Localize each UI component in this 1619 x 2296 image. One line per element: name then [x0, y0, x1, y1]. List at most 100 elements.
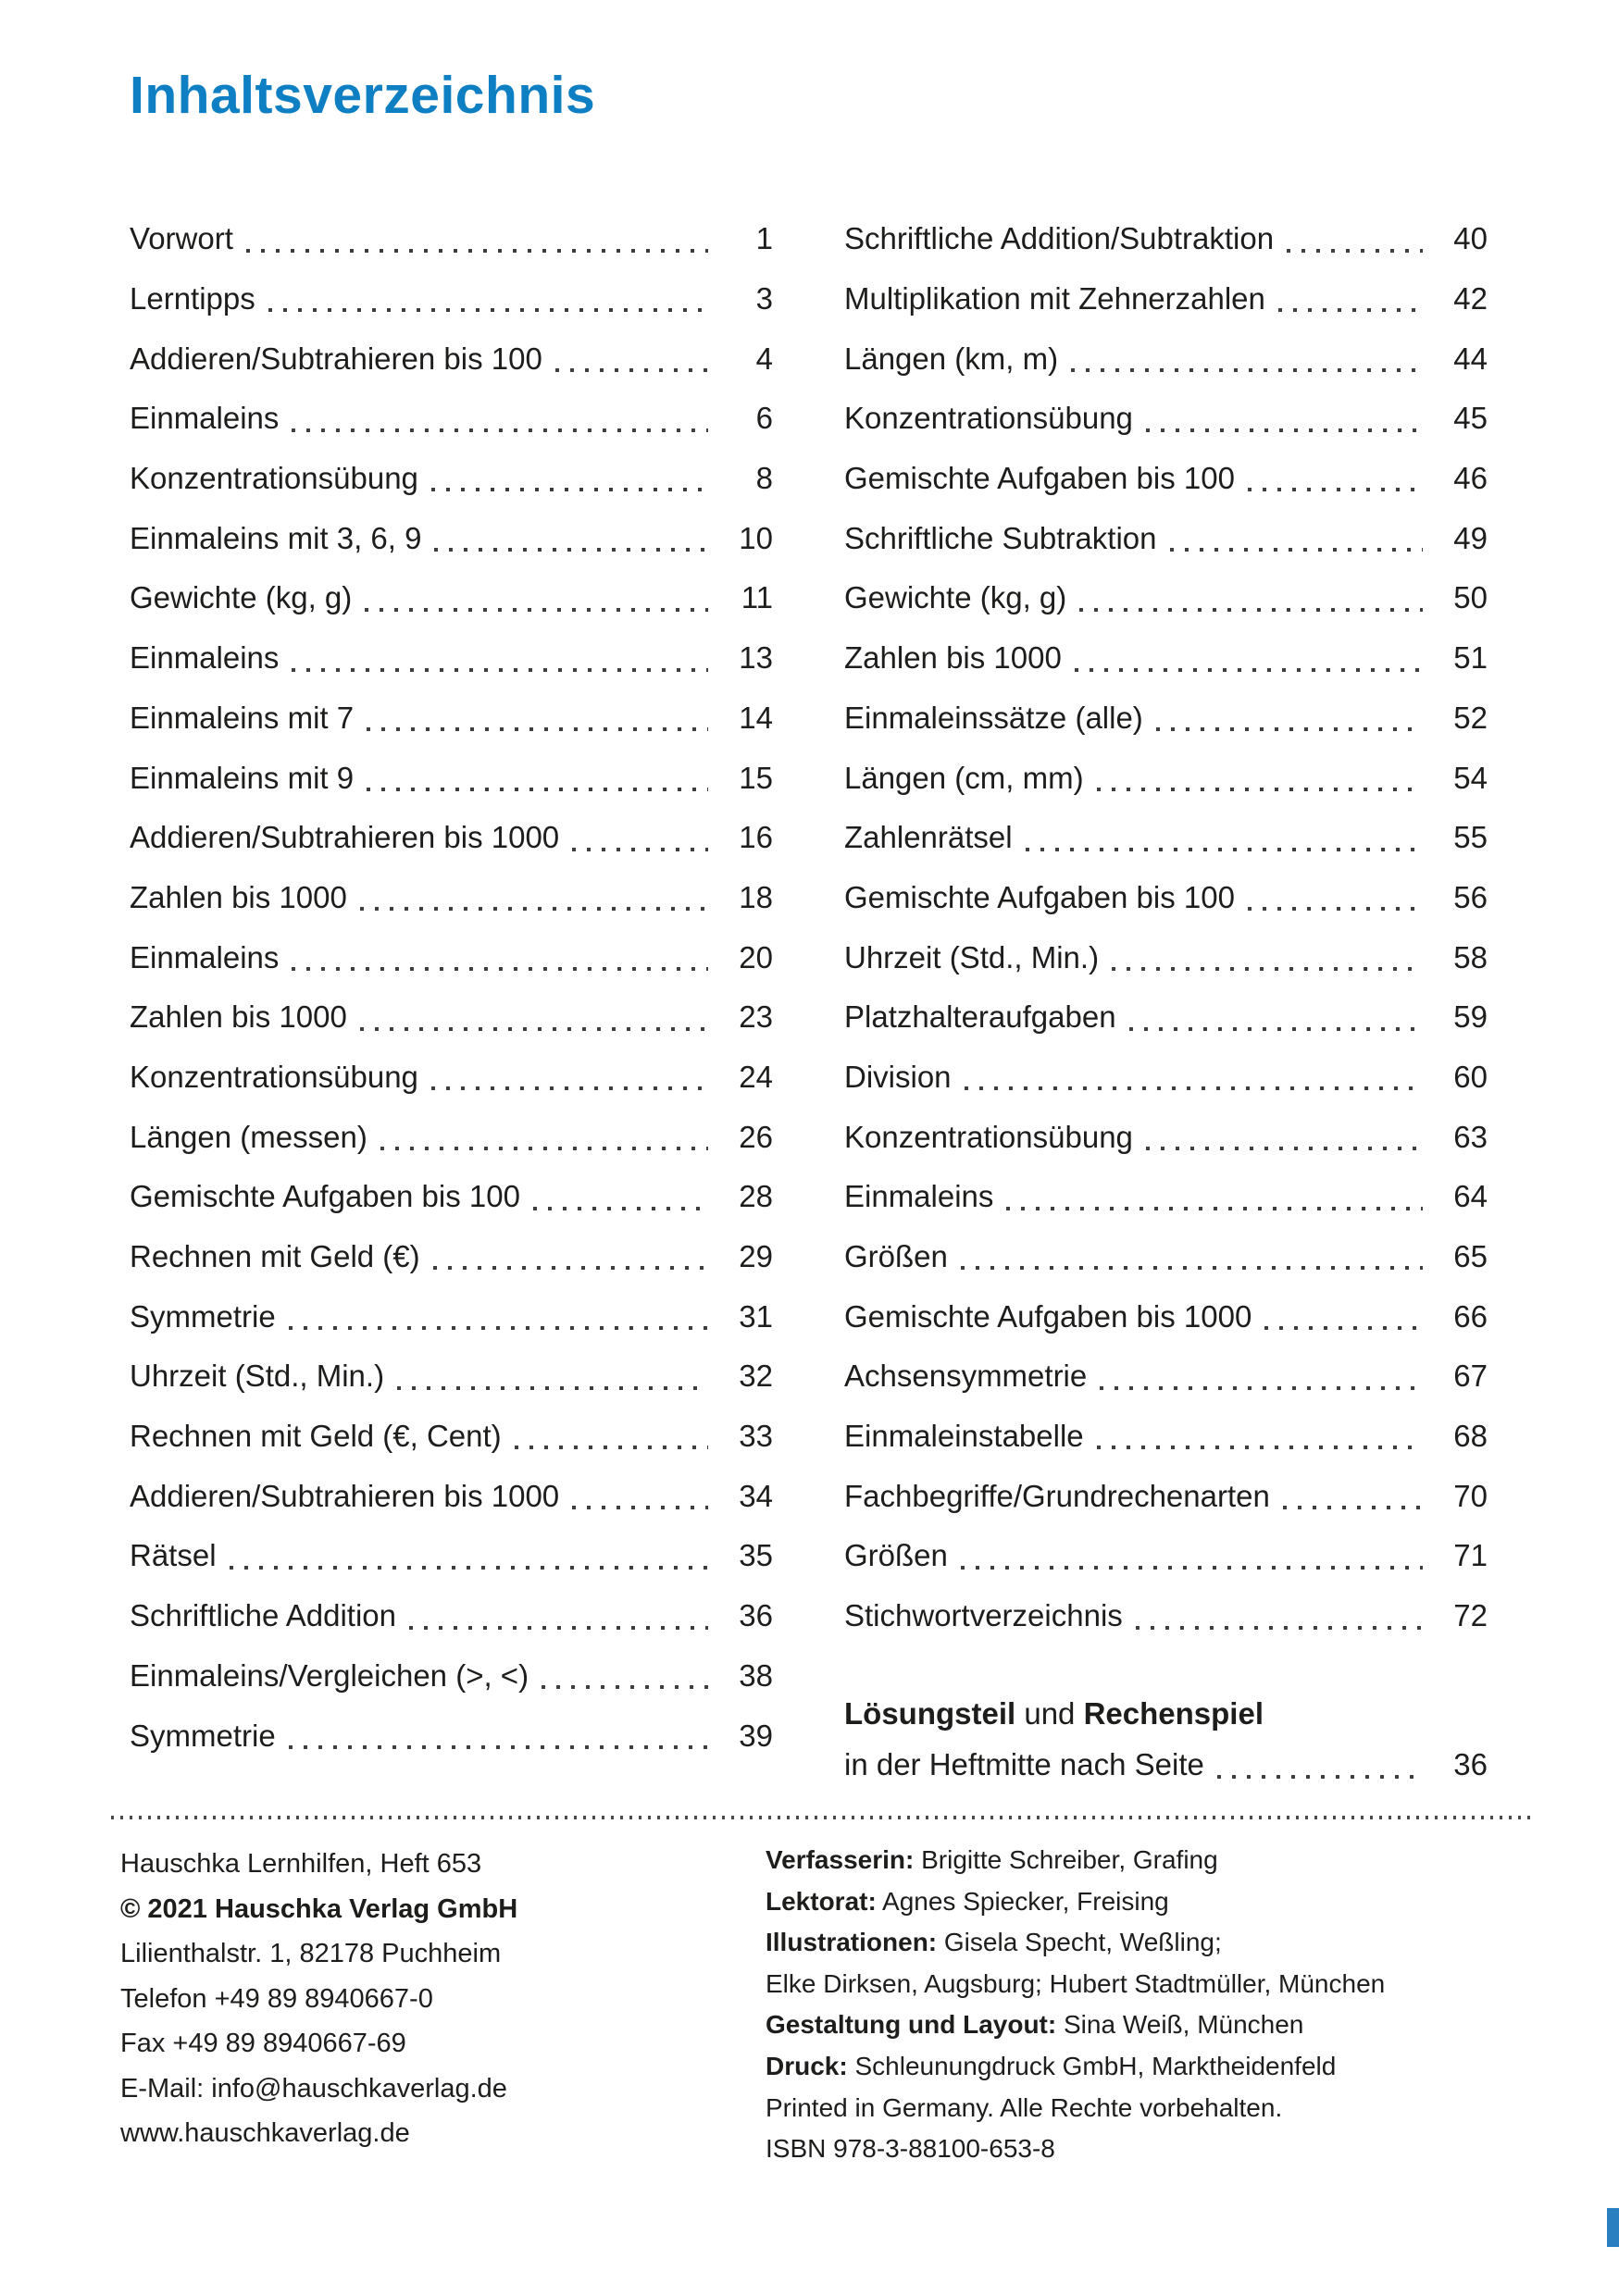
toc-entry: Vorwort 1 [130, 209, 773, 269]
toc-entry: Einmaleins 6 [130, 389, 773, 449]
dot-leader [1264, 1286, 1423, 1347]
toc-entry: Multiplikation mit Zehnerzahlen 42 [844, 269, 1488, 329]
toc-entry-page: 10 [739, 520, 773, 555]
toc-entry-label: Einmaleinssätze (alle) [844, 700, 1143, 735]
toc-entry-label: Größen [844, 1239, 948, 1274]
toc-entry-label: Gewichte (kg, g) [844, 580, 1067, 615]
dot-leader [365, 568, 708, 628]
dot-leader [1096, 748, 1424, 808]
imprint-line: ISBN 978-3-88100-653-8 [766, 2134, 1055, 2164]
toc-entry-page: 72 [1453, 1598, 1488, 1633]
toc-entry-label: Zahlen bis 1000 [130, 879, 347, 914]
dot-leader [434, 508, 708, 568]
toc-entry-label: Addieren/Subtrahieren bis 1000 [130, 1478, 560, 1513]
imprint-line: Illustrationen: Gisela Specht, Weßling; [766, 1928, 1222, 1957]
toc-entry: Gemischte Aufgaben bis 100 56 [844, 868, 1488, 928]
toc-special-line2: in der Heftmitte nach Seite 36 [844, 1740, 1488, 1791]
dot-leader [572, 1466, 708, 1526]
toc-special-label: in der Heftmitte nach Seite [844, 1747, 1204, 1781]
toc-entry-label: Einmaleinstabelle [844, 1419, 1084, 1454]
toc-entry-label: Längen (messen) [130, 1119, 367, 1154]
dot-leader [292, 927, 708, 987]
toc-entry-label: Einmaleins [130, 640, 280, 676]
toc-entry-page: 56 [1453, 879, 1488, 914]
dot-leader [1145, 389, 1424, 449]
toc-entry-label: Fachbegriffe/Grundrechenarten [844, 1478, 1270, 1513]
imprint-line: Elke Dirksen, Augsburg; Hubert Stadtmüll… [766, 1968, 1386, 1998]
toc-entry: Einmaleins mit 9 15 [130, 748, 773, 808]
dot-leader [964, 1048, 1424, 1108]
dot-leader [292, 389, 708, 449]
toc-entry: Konzentrationsübung 24 [130, 1048, 773, 1108]
dot-leader [1145, 1107, 1424, 1167]
toc-entry: Zahlen bis 1000 18 [130, 868, 773, 928]
toc-entry-page: 63 [1453, 1119, 1488, 1154]
toc-entry: Längen (cm, mm) 54 [844, 748, 1488, 808]
toc-entry-label: Längen (km, m) [844, 341, 1059, 376]
footer-separator-dotted-line [111, 1816, 1534, 1819]
toc-special-entry: Lösungsteil und Rechenspiel in der Heftm… [844, 1689, 1488, 1791]
toc-entry-label: Zahlen bis 1000 [844, 640, 1062, 676]
special-bold-loesungsteil: Lösungsteil [844, 1696, 1016, 1731]
toc-entry-label: Gemischte Aufgaben bis 100 [844, 879, 1235, 914]
toc-entry-page: 66 [1453, 1298, 1488, 1334]
toc-entry: Lerntipps 3 [130, 269, 773, 329]
toc-entry: Konzentrationsübung 8 [130, 449, 773, 509]
toc-entry-label: Konzentrationsübung [844, 1119, 1133, 1154]
toc-entry-page: 71 [1453, 1538, 1488, 1573]
dot-leader [1025, 808, 1424, 868]
toc-entry-label: Schriftliche Subtraktion [844, 520, 1157, 555]
toc-entry: Größen 65 [844, 1227, 1488, 1287]
toc-entry-label: Vorwort [130, 221, 233, 256]
toc-entry-label: Einmaleins mit 7 [130, 700, 355, 735]
toc-entry-label: Stichwortverzeichnis [844, 1598, 1123, 1633]
toc-entry: Addieren/Subtrahieren bis 100 4 [130, 329, 773, 389]
toc-entry-label: Schriftliche Addition [130, 1598, 396, 1633]
toc-entry: Stichwortverzeichnis 72 [844, 1586, 1488, 1646]
toc-entry: Division 60 [844, 1048, 1488, 1108]
page-title: Inhaltsverzeichnis [130, 66, 596, 125]
toc-entry-page: 70 [1453, 1478, 1488, 1513]
toc-entry: Rätsel 35 [130, 1526, 773, 1586]
toc-entry-page: 24 [739, 1059, 773, 1094]
toc-entry: Längen (messen) 26 [130, 1107, 773, 1167]
toc-entry-label: Addieren/Subtrahieren bis 100 [130, 341, 542, 376]
imprint-line: www.hauschkaverlag.de [120, 2118, 410, 2148]
toc-entry-label: Lerntipps [130, 281, 255, 316]
imprint-line: Lilienthalstr. 1, 82178 Puchheim [120, 1939, 502, 1968]
dot-leader [1247, 868, 1424, 928]
dot-leader [380, 1107, 709, 1167]
toc-entry-label: Multiplikation mit Zehnerzahlen [844, 281, 1265, 316]
toc-entry-label: Gewichte (kg, g) [130, 580, 353, 615]
toc-entry-label: Einmaleins [844, 1179, 994, 1214]
toc-entry: Einmaleinstabelle 68 [844, 1407, 1488, 1467]
toc-entry-page: 33 [739, 1419, 773, 1454]
toc-entry-page: 14 [739, 700, 773, 735]
toc-entry-page: 58 [1453, 939, 1488, 974]
imprint-line: Printed in Germany. Alle Rechte vorbehal… [766, 2092, 1283, 2122]
dot-leader [229, 1526, 709, 1586]
toc-entry: Konzentrationsübung 63 [844, 1107, 1488, 1167]
dot-leader [960, 1227, 1424, 1287]
toc-entry: Zahlen bis 1000 51 [844, 628, 1488, 689]
imprint-line: Lektorat: Agnes Spiecker, Freising [766, 1886, 1169, 1916]
toc-entry-label: Rechnen mit Geld (€) [130, 1239, 420, 1274]
toc-entry-page: 18 [739, 879, 773, 914]
dot-leader [514, 1407, 709, 1467]
dot-leader [1079, 568, 1423, 628]
toc-entry-label: Gemischte Aufgaben bis 100 [844, 461, 1235, 496]
toc-entry-page: 6 [755, 401, 773, 436]
toc-entry: Größen 71 [844, 1526, 1488, 1586]
toc-entry-page: 59 [1453, 999, 1488, 1035]
toc-entry: Uhrzeit (Std., Min.) 58 [844, 927, 1488, 987]
toc-entry-page: 55 [1453, 820, 1488, 855]
toc-entry: Gemischte Aufgaben bis 100 28 [130, 1167, 773, 1227]
dot-leader [1112, 927, 1423, 987]
toc-entry-label: Division [844, 1059, 952, 1094]
toc-entry-page: 23 [739, 999, 773, 1035]
toc-entry: Symmetrie 31 [130, 1286, 773, 1347]
toc-entry: Gewichte (kg, g) 50 [844, 568, 1488, 628]
toc-entry-page: 8 [755, 461, 773, 496]
toc-special-line1: Lösungsteil und Rechenspiel [844, 1689, 1488, 1740]
toc-entry-label: Uhrzeit (Std., Min.) [844, 939, 1100, 974]
